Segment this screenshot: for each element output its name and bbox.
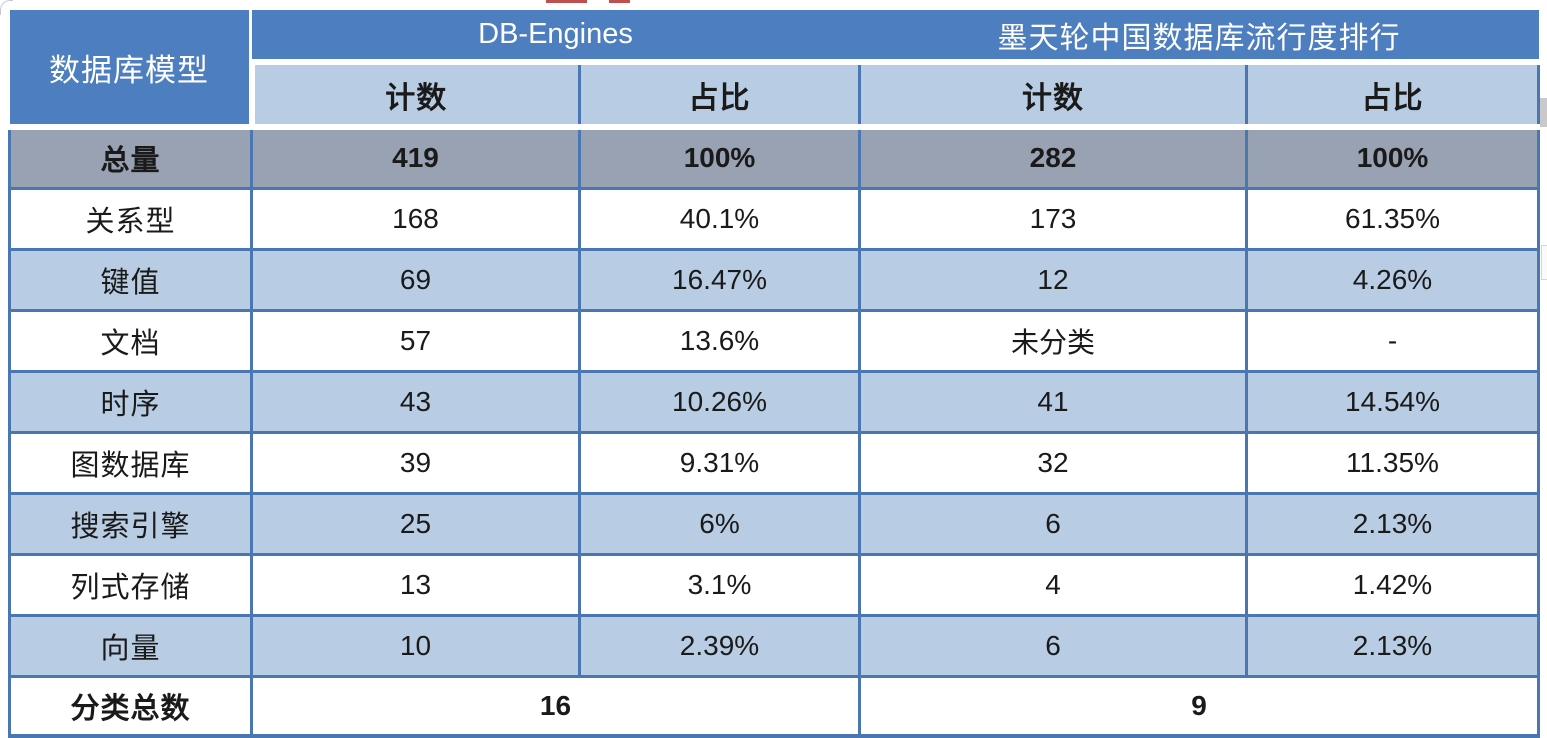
db-share-cell: 6% [578, 491, 861, 556]
row-label-cell: 文档 [8, 308, 253, 373]
db-count-cell: 419 [250, 124, 581, 190]
db-count-cell: 10 [250, 613, 581, 678]
mt-count-cell: 32 [858, 430, 1248, 495]
mt-share-cell: 100% [1245, 124, 1540, 190]
mt-share-cell: 14.54% [1245, 369, 1540, 434]
row-label-cell: 时序 [8, 369, 253, 434]
db-share-cell: 40.1% [578, 186, 861, 251]
db-count-cell: 13 [250, 552, 581, 617]
mt-count-cell: 6 [858, 491, 1248, 556]
table-row-relational: 关系型 168 40.1% 173 61.35% [8, 186, 1540, 251]
db-share-cell: 100% [578, 124, 861, 190]
table-row-total: 总量 419 100% 282 100% [8, 124, 1540, 190]
group-header-modb: 墨天轮中国数据库流行度排行 [859, 10, 1539, 65]
row-label-cell: 关系型 [8, 186, 253, 251]
db-count-cell: 39 [250, 430, 581, 495]
mt-share-cell: 61.35% [1245, 186, 1540, 251]
right-edge-artifact [1540, 98, 1547, 127]
mt-share-cell: 2.13% [1245, 613, 1540, 678]
row-label-cell: 键值 [8, 247, 253, 312]
mt-count-cell: 4 [858, 552, 1248, 617]
mt-share-cell: - [1245, 308, 1540, 373]
corner-arc-artifact [0, 0, 13, 15]
subheader-db-share: 占比 [578, 59, 861, 130]
mt-share-cell: 4.26% [1245, 247, 1540, 312]
db-share-cell: 13.6% [578, 308, 861, 373]
db-category-total-cell: 16 [250, 674, 861, 738]
database-model-comparison-table: 数据库模型 DB-Engines 墨天轮中国数据库流行度排行 计数 占比 计数 … [8, 10, 1540, 738]
mt-count-cell: 12 [858, 247, 1248, 312]
row-label-cell: 列式存储 [8, 552, 253, 617]
row-label-cell: 总量 [8, 124, 253, 190]
table-row-search-engine: 搜索引擎 25 6% 6 2.13% [8, 491, 1540, 556]
db-count-cell: 69 [250, 247, 581, 312]
subheader-db-count: 计数 [248, 59, 581, 130]
mt-share-cell: 11.35% [1245, 430, 1540, 495]
mt-count-cell: 282 [858, 124, 1248, 190]
right-edge-artifact [1541, 245, 1547, 280]
db-count-cell: 25 [250, 491, 581, 556]
db-share-cell: 16.47% [578, 247, 861, 312]
sub-header-row: 计数 占比 计数 占比 [10, 59, 1540, 130]
mt-share-cell: 2.13% [1245, 491, 1540, 556]
subheader-mt-share: 占比 [1245, 59, 1540, 130]
comparison-table-wrapper: 数据库模型 DB-Engines 墨天轮中国数据库流行度排行 计数 占比 计数 … [8, 10, 1540, 738]
db-share-cell: 2.39% [578, 613, 861, 678]
cropped-red-text-artifact [546, 0, 587, 3]
mt-count-cell: 未分类 [858, 308, 1248, 373]
table-row-columnar: 列式存储 13 3.1% 4 1.42% [8, 552, 1540, 617]
table-row-vector: 向量 10 2.39% 6 2.13% [8, 613, 1540, 678]
row-label-cell: 图数据库 [8, 430, 253, 495]
mt-count-cell: 6 [858, 613, 1248, 678]
db-count-cell: 168 [250, 186, 581, 251]
table-row-category-total: 分类总数 16 9 [8, 674, 1540, 738]
table-row-document: 文档 57 13.6% 未分类 - [8, 308, 1540, 373]
row-label-cell: 分类总数 [8, 674, 253, 738]
row-label-cell: 向量 [8, 613, 253, 678]
group-header-db-engines: DB-Engines [251, 10, 860, 65]
db-share-cell: 9.31% [578, 430, 861, 495]
db-share-cell: 10.26% [578, 369, 861, 434]
mt-count-cell: 41 [858, 369, 1248, 434]
table-row-time-series: 时序 43 10.26% 41 14.54% [8, 369, 1540, 434]
table-row-key-value: 键值 69 16.47% 12 4.26% [8, 247, 1540, 312]
group-header-row: 数据库模型 DB-Engines 墨天轮中国数据库流行度排行 [9, 10, 1539, 127]
mt-count-cell: 173 [858, 186, 1248, 251]
cropped-red-text-artifact [609, 0, 630, 3]
table-row-graph: 图数据库 39 9.31% 32 11.35% [8, 430, 1540, 495]
db-share-cell: 3.1% [578, 552, 861, 617]
mt-category-total-cell: 9 [858, 674, 1540, 738]
subheader-mt-count: 计数 [858, 59, 1248, 130]
db-count-cell: 57 [250, 308, 581, 373]
corner-header-cell: 数据库模型 [9, 10, 252, 127]
mt-share-cell: 1.42% [1245, 552, 1540, 617]
row-label-cell: 搜索引擎 [8, 491, 253, 556]
db-count-cell: 43 [250, 369, 581, 434]
